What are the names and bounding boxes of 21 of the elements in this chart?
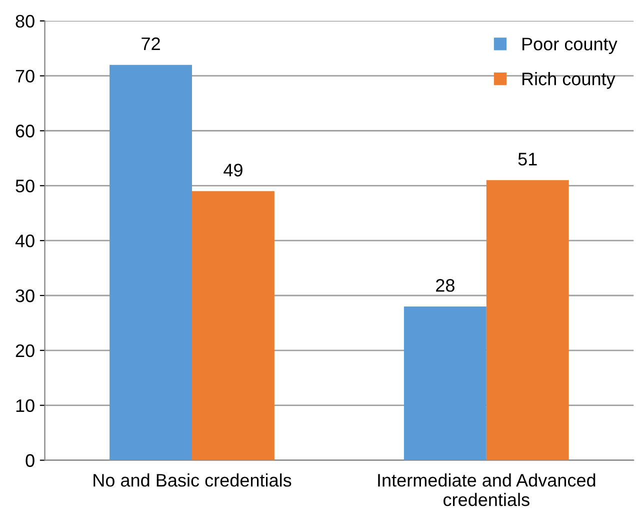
x-tick-label: Intermediate and Advanced credentials	[378, 473, 596, 506]
bar	[486, 180, 569, 460]
legend-label: Poor county	[522, 38, 618, 54]
y-tick-label: 40	[15, 234, 34, 248]
x-tick-label: No and Basic credentials	[94, 473, 292, 487]
data-label: 49	[224, 164, 242, 176]
y-tick-label: 80	[16, 14, 34, 28]
y-tick-label: 0	[26, 454, 34, 467]
data-label: 72	[142, 37, 160, 50]
y-tick-label: 10	[16, 399, 34, 412]
bar	[404, 306, 486, 460]
data-label: 51	[518, 152, 537, 166]
bar	[192, 191, 274, 460]
y-tick-label: 50	[16, 180, 34, 192]
y-tick-label: 60	[16, 124, 34, 138]
y-tick-label: 30	[16, 289, 34, 302]
legend-label: Rich county	[522, 72, 616, 89]
y-tick-label: 70	[16, 70, 34, 83]
bar	[110, 64, 192, 460]
y-tick-label: 20	[16, 344, 34, 358]
data-label: 28	[436, 279, 454, 292]
